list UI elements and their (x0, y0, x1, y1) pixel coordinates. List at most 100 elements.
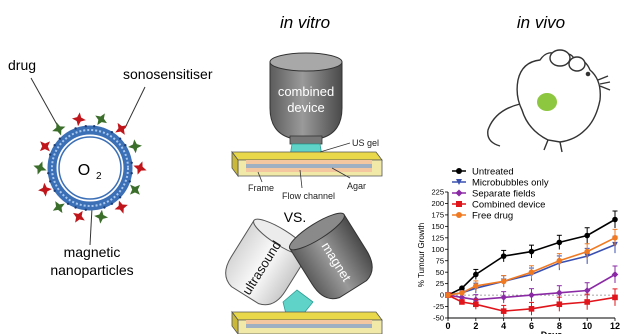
x-tick-label: 0 (445, 321, 450, 331)
data-point (500, 294, 507, 301)
y-axis-label: % Tumour Growth (417, 223, 426, 287)
y-tick-label: 175 (431, 211, 444, 220)
data-point (456, 201, 462, 207)
data-point (584, 248, 590, 255)
nanoparticle-dot (74, 206, 77, 209)
data-point (456, 212, 462, 218)
sonosensitiser-molecule-icon (33, 161, 47, 175)
shell-texture (51, 129, 129, 207)
data-point (584, 232, 590, 239)
data-point (456, 168, 462, 174)
x-tick-label: 4 (501, 321, 506, 331)
data-point (500, 308, 507, 314)
data-point (455, 189, 463, 197)
sonosensitiser-molecule-icon (52, 122, 66, 136)
data-point (445, 292, 451, 298)
magnetic-label: magnetic (64, 244, 121, 260)
x-axis-label: Days (541, 330, 563, 334)
sonosensitiser-label: sonosensitiser (123, 66, 213, 82)
us-gel-label: US gel (352, 138, 379, 148)
nanoparticle-dot (84, 125, 88, 128)
legend-label: Separate fields (472, 189, 536, 200)
nanoparticle-dot (84, 208, 88, 211)
drug-molecule-icon (133, 161, 147, 175)
sonosensitiser-molecule-icon (95, 113, 107, 126)
sonosensitiser-molecule-icon (128, 139, 142, 154)
data-point (500, 278, 507, 285)
nanoparticle-dot (53, 144, 56, 147)
y-tick-label: -25 (433, 302, 444, 311)
in-vitro-panel: in vitro combined device US gel Agar Fra… (225, 13, 383, 334)
nanoparticle-dot (110, 202, 114, 205)
nanoparticle-dot (49, 180, 52, 183)
drug-molecule-icon (114, 200, 128, 214)
nanoparticle-dot (110, 131, 114, 134)
mouse-illustration (487, 49, 611, 153)
magnet: magnet (288, 212, 373, 300)
nanoparticle-dot (103, 206, 106, 209)
surface-molecules (33, 112, 147, 224)
data-point (459, 285, 465, 292)
nanoparticle-pointer-line (89, 207, 93, 246)
data-point (612, 235, 618, 241)
data-point (528, 291, 535, 299)
device-label-line2: device (287, 100, 325, 115)
data-point (611, 271, 619, 278)
y-tick-label: 200 (431, 199, 444, 208)
nanoparticles-label: nanoparticles (50, 262, 133, 278)
combined-device: combined device (269, 52, 343, 145)
bubble-shell: O 2 (47, 125, 133, 211)
data-point (528, 248, 535, 255)
data-point (612, 294, 618, 301)
data-point (500, 253, 507, 259)
versus-label: VS. (284, 209, 307, 225)
nanoparticle-dot (130, 172, 133, 175)
nanoparticle-dot (118, 137, 122, 140)
legend-label: Free drug (472, 211, 513, 222)
data-point (583, 287, 591, 294)
sonosensitiser-pointer-line (124, 86, 146, 129)
y-tick-label: 25 (436, 279, 444, 288)
flow-channel-label: Flow channel (282, 191, 335, 201)
nanoparticle-dot (49, 153, 52, 156)
data-point (584, 299, 590, 305)
y-tick-label: -50 (433, 314, 444, 323)
y-tick-label: 150 (431, 222, 444, 231)
drug-molecule-icon (115, 122, 128, 135)
drug-molecule-icon (38, 182, 52, 197)
data-point (473, 283, 479, 289)
data-point (473, 271, 479, 278)
x-tick-label: 2 (473, 321, 478, 331)
nanoparticle-dot (74, 127, 77, 130)
series-line (447, 218, 616, 296)
nanoparticle-dot (47, 172, 50, 175)
nanoparticle-dot (53, 189, 56, 192)
legend-label: Microbubbles only (472, 178, 549, 189)
ultrasound-transducer: ultrasound (225, 218, 310, 306)
nanoparticle-dot (93, 125, 96, 128)
nanoparticle-dot (124, 144, 127, 147)
flow-chip-top (231, 150, 383, 178)
in-vitro-heading: in vitro (280, 13, 330, 32)
legend-label: Untreated (472, 167, 514, 178)
drug-molecule-icon (71, 112, 86, 127)
nanoparticle-dot (118, 196, 122, 199)
microbubble-diagram: drug sonosensitiser O 2 magnetic nanopar… (8, 57, 213, 278)
frame-label: Frame (248, 183, 274, 193)
oxygen-subscript: 2 (96, 171, 102, 182)
data-point (458, 294, 466, 301)
tumour-spot (537, 93, 557, 111)
data-point (528, 306, 535, 312)
y-tick-label: 50 (436, 268, 444, 277)
data-point (459, 299, 465, 305)
y-tick-label: 75 (436, 256, 444, 265)
agar-label: Agar (347, 181, 366, 191)
data-point (556, 239, 563, 246)
data-point (528, 269, 535, 275)
drug-molecule-icon (39, 141, 51, 152)
data-point (556, 257, 563, 264)
